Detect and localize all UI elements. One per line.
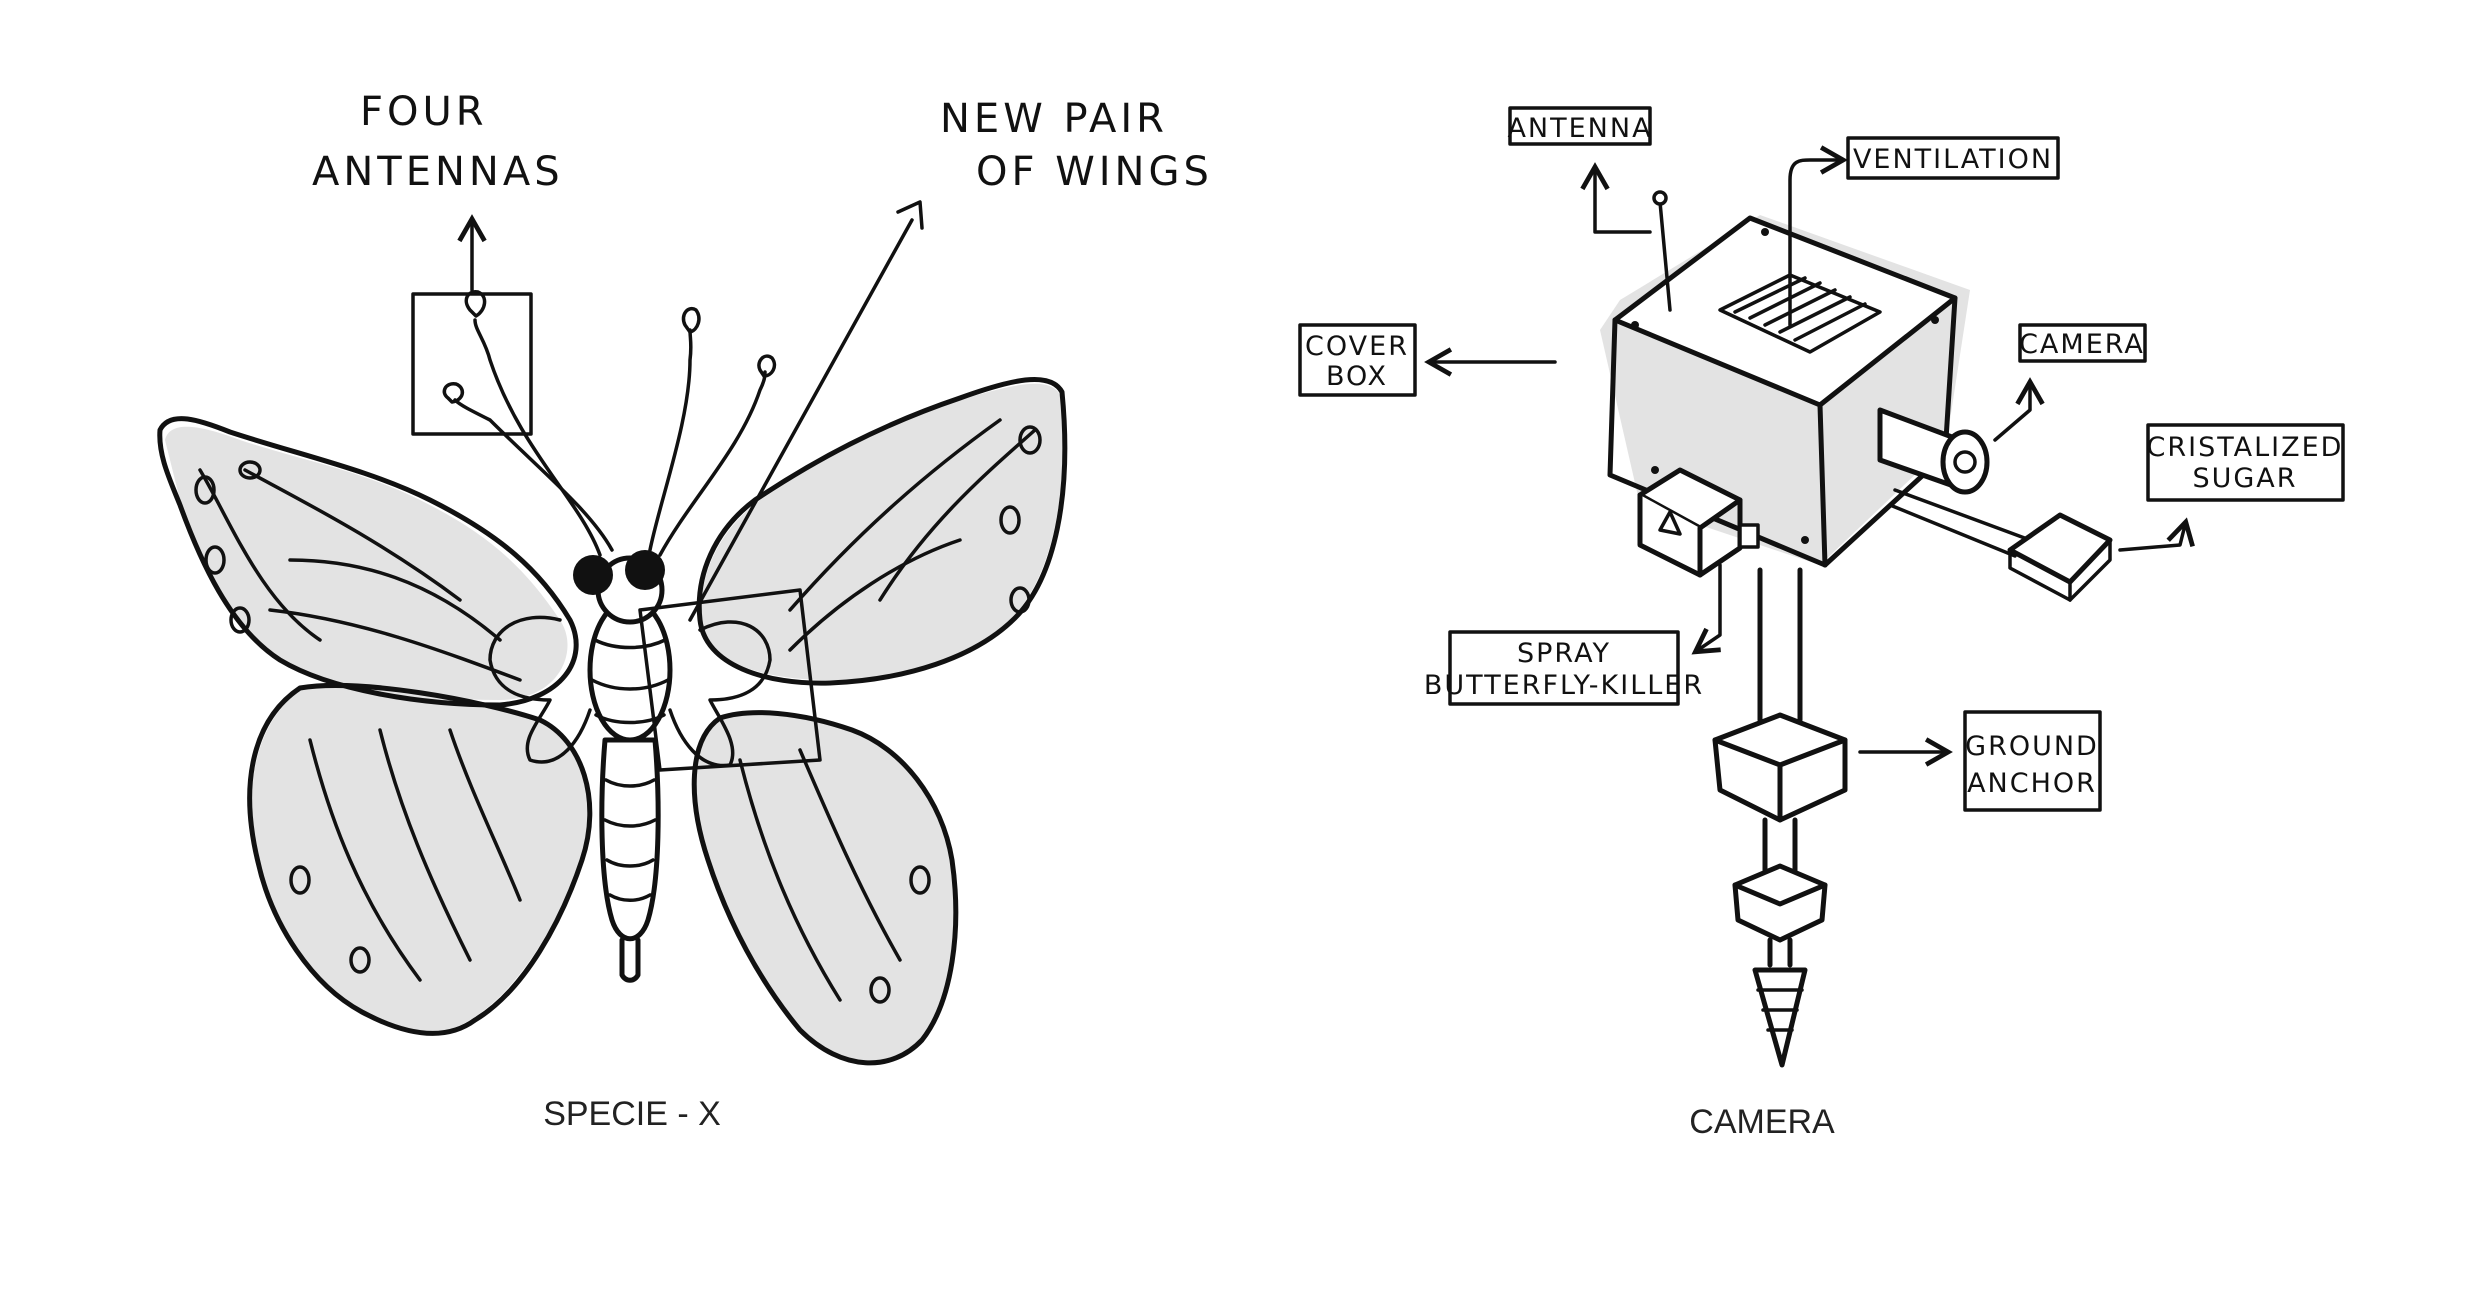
ground-anchor-label-line1: GROUND bbox=[1965, 731, 2099, 762]
ventilation-annotation: VENTILATION bbox=[1788, 136, 2060, 327]
four-antennas-annotation: FOUR ANTENNAS bbox=[312, 89, 564, 292]
four-antennas-label-line1: FOUR bbox=[360, 89, 488, 135]
cover-box-annotation: COVER BOX bbox=[1298, 323, 1557, 397]
sugar-label-line2: SUGAR bbox=[2192, 463, 2297, 494]
cover-box-label-line1: COVER bbox=[1305, 331, 1409, 362]
spray-label-line1: SPRAY bbox=[1517, 638, 1611, 669]
butterfly-caption: SPECIE - X bbox=[543, 1095, 721, 1133]
cover-box-label-line2: BOX bbox=[1326, 361, 1388, 392]
camera-annotation: CAMERA bbox=[1993, 323, 2147, 442]
camera-lens bbox=[1877, 407, 1990, 495]
new-wings-label-line1: NEW PAIR bbox=[940, 96, 1168, 142]
antenna-label: ANTENNA bbox=[1507, 113, 1652, 144]
sugar-tray bbox=[1888, 488, 2113, 602]
new-wings-label-line2: OF WINGS bbox=[976, 149, 1213, 195]
four-antennas-label-line2: ANTENNAS bbox=[312, 149, 564, 195]
ventilation-grille bbox=[1718, 273, 1882, 354]
spray-annotation: SPRAY BUTTERFLY-KILLER bbox=[1424, 563, 1722, 706]
camera-device-illustration bbox=[1600, 190, 2113, 1068]
spray-label-line2: BUTTERFLY-KILLER bbox=[1424, 670, 1704, 701]
ventilation-label: VENTILATION bbox=[1853, 144, 2053, 175]
sugar-label-line1: CRISTALIZED bbox=[2147, 432, 2344, 463]
ground-anchor-label-line2: ANCHOR bbox=[1967, 768, 2097, 799]
camera-label: CAMERA bbox=[2019, 329, 2145, 360]
butterfly-illustration bbox=[157, 290, 1068, 1066]
spray-unit bbox=[1637, 467, 1760, 578]
sugar-annotation: CRISTALIZED SUGAR bbox=[2118, 423, 2345, 552]
ground-anchor-annotation: GROUND ANCHOR bbox=[1858, 710, 2102, 812]
camera-caption: CAMERA bbox=[1689, 1103, 1835, 1141]
antenna-annotation: ANTENNA bbox=[1507, 106, 1652, 234]
new-wings-annotation: NEW PAIR OF WINGS bbox=[688, 96, 1213, 622]
